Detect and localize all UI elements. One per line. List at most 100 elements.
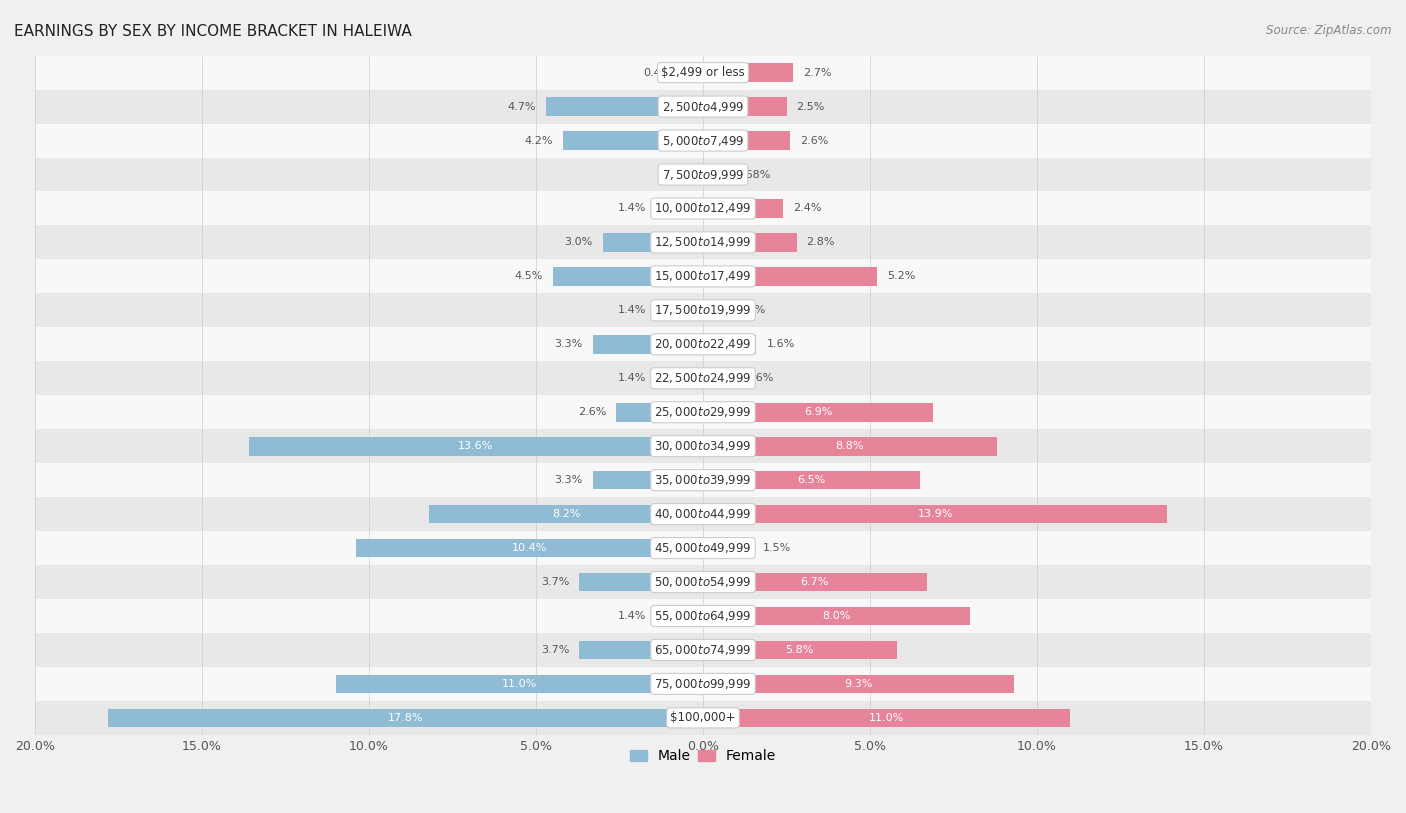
Text: 1.4%: 1.4% [617,611,647,621]
Bar [703,233,797,252]
Text: 0.68%: 0.68% [735,170,770,180]
Text: $50,000 to $54,999: $50,000 to $54,999 [654,575,752,589]
Bar [562,131,703,150]
Text: 5.8%: 5.8% [786,645,814,655]
Text: Source: ZipAtlas.com: Source: ZipAtlas.com [1267,24,1392,37]
Bar [35,259,1371,293]
Bar [35,293,1371,328]
Bar [35,225,1371,259]
Text: 5.2%: 5.2% [887,272,915,281]
Text: 6.7%: 6.7% [800,577,830,587]
Text: $17,500 to $19,999: $17,500 to $19,999 [654,303,752,317]
Bar [35,192,1371,225]
Text: $65,000 to $74,999: $65,000 to $74,999 [654,643,752,657]
Bar [703,369,728,388]
Bar [35,158,1371,192]
Text: 1.6%: 1.6% [766,339,794,350]
Bar [35,328,1371,361]
Text: 3.7%: 3.7% [541,645,569,655]
Bar [703,709,1070,727]
Text: 17.8%: 17.8% [388,713,423,723]
Bar [35,124,1371,158]
Bar [35,55,1371,89]
Text: EARNINGS BY SEX BY INCOME BRACKET IN HALEIWA: EARNINGS BY SEX BY INCOME BRACKET IN HAL… [14,24,412,39]
Bar [35,701,1371,735]
Text: 10.4%: 10.4% [512,543,547,553]
Bar [579,641,703,659]
Text: $45,000 to $49,999: $45,000 to $49,999 [654,541,752,555]
Text: 2.5%: 2.5% [797,102,825,111]
Bar [703,335,756,354]
Text: $10,000 to $12,499: $10,000 to $12,499 [654,202,752,215]
Bar [703,131,790,150]
Bar [108,709,703,727]
Text: $5,000 to $7,499: $5,000 to $7,499 [662,133,744,147]
Text: 0.43%: 0.43% [643,67,679,77]
Bar [703,641,897,659]
Text: 4.2%: 4.2% [524,136,553,146]
Text: $2,499 or less: $2,499 or less [661,66,745,79]
Bar [336,675,703,693]
Bar [35,89,1371,124]
Text: 6.9%: 6.9% [804,407,832,417]
Text: $35,000 to $39,999: $35,000 to $39,999 [654,473,752,487]
Bar [657,301,703,320]
Bar [546,98,703,116]
Bar [356,539,703,558]
Bar [616,403,703,422]
Text: 2.8%: 2.8% [807,237,835,247]
Bar [35,531,1371,565]
Text: 0.0%: 0.0% [665,170,693,180]
Text: 1.4%: 1.4% [617,203,647,214]
Text: 8.0%: 8.0% [823,611,851,621]
Text: 3.3%: 3.3% [554,339,582,350]
Text: 2.6%: 2.6% [800,136,828,146]
Text: 11.0%: 11.0% [869,713,904,723]
Bar [35,395,1371,429]
Text: 0.76%: 0.76% [738,373,773,383]
Text: $20,000 to $22,499: $20,000 to $22,499 [654,337,752,351]
Bar [703,403,934,422]
Bar [703,199,783,218]
Bar [35,429,1371,463]
Bar [657,606,703,625]
Bar [703,675,1014,693]
Bar [703,165,725,184]
Bar [703,98,786,116]
Text: 1.5%: 1.5% [763,543,792,553]
Text: 3.7%: 3.7% [541,577,569,587]
Text: $15,000 to $17,499: $15,000 to $17,499 [654,269,752,284]
Text: $22,500 to $24,999: $22,500 to $24,999 [654,372,752,385]
Bar [603,233,703,252]
Bar [35,361,1371,395]
Bar [579,572,703,591]
Bar [703,572,927,591]
Text: 9.3%: 9.3% [844,679,873,689]
Bar [593,471,703,489]
Text: $30,000 to $34,999: $30,000 to $34,999 [654,439,752,453]
Text: 3.0%: 3.0% [565,237,593,247]
Text: $55,000 to $64,999: $55,000 to $64,999 [654,609,752,623]
Text: 8.8%: 8.8% [835,441,865,451]
Bar [703,267,877,285]
Bar [35,497,1371,531]
Text: $75,000 to $99,999: $75,000 to $99,999 [654,677,752,691]
Bar [689,63,703,82]
Bar [703,505,1167,524]
Bar [657,369,703,388]
Bar [593,335,703,354]
Text: 4.5%: 4.5% [515,272,543,281]
Bar [249,437,703,455]
Text: 2.7%: 2.7% [803,67,832,77]
Bar [703,437,997,455]
Text: 8.2%: 8.2% [551,509,581,520]
Text: 1.4%: 1.4% [617,373,647,383]
Bar [35,463,1371,497]
Text: $2,500 to $4,999: $2,500 to $4,999 [662,99,744,114]
Bar [553,267,703,285]
Bar [703,63,793,82]
Text: 13.9%: 13.9% [918,509,953,520]
Text: $12,500 to $14,999: $12,500 to $14,999 [654,236,752,250]
Bar [657,199,703,218]
Bar [35,599,1371,633]
